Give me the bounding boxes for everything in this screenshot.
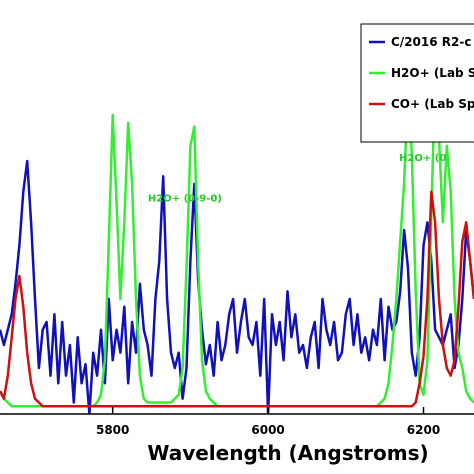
x-tick-label: 6000 <box>251 423 284 437</box>
x-tick-label: 5800 <box>96 423 129 437</box>
series-line-2 <box>0 190 474 408</box>
x-tick-label: 6200 <box>407 423 440 437</box>
axis-layer: 5800 6000 6200 <box>0 407 474 437</box>
annotation-layer: H2O+ (0-9-0) H2O+ (0 <box>148 153 446 204</box>
annotation-0: H2O+ (0-9-0) <box>148 193 222 204</box>
legend-label: H2O+ (Lab S <box>391 66 474 80</box>
annotation-1: H2O+ (0 <box>399 153 446 164</box>
legend: C/2016 R2-c H2O+ (Lab S CO+ (Lab Sp <box>360 23 474 143</box>
legend-label: C/2016 R2-c <box>391 35 471 49</box>
legend-label: CO+ (Lab Sp <box>391 97 474 111</box>
series-layer <box>0 75 474 414</box>
x-axis-label: Wavelength (Angstroms) <box>147 441 428 465</box>
legend-box <box>360 23 474 143</box>
